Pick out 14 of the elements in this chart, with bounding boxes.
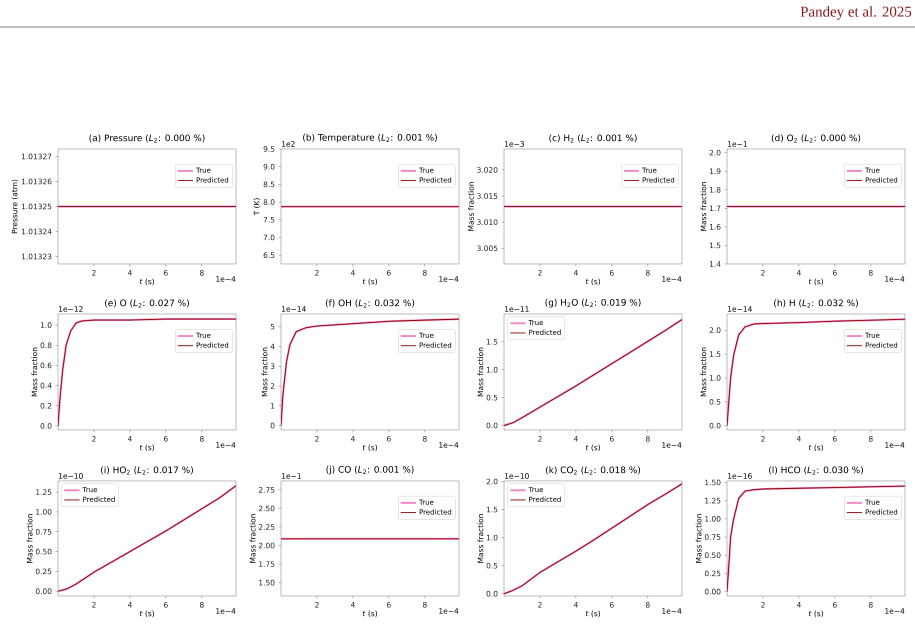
line-series [504,482,682,595]
chart-title: (b) Temperature (L$_{2}$: 0.001 %) [303,134,437,142]
chart-title: (k) CO$_{2}$ (L$_{2}$: 0.018 %) [546,466,640,474]
chart-title: (l) HCO (L$_{2}$: 0.030 %) [769,466,863,474]
chart-title: (i) HO$_{2}$ (L$_{2}$: 0.017 %) [101,466,193,474]
chart-title: (h) H (L$_{2}$: 0.032 %) [774,299,858,308]
chart-title: (e) O (L$_{2}$: 0.027 %) [105,299,189,308]
chart-title: (d) O$_{2}$ (L$_{2}$: 0.000 %) [772,134,860,142]
chart-title: (a) Pressure (L$_{2}$: 0.000 %) [89,134,205,142]
chart-title: (f) OH (L$_{2}$: 0.032 %) [326,299,414,308]
chart-title: (j) CO (L$_{2}$: 0.001 %) [326,466,414,474]
chart-title: (g) H$_{2}$O (L$_{2}$: 0.019 %) [545,298,641,308]
text: Pandey et al. 2025 [800,6,912,20]
chart-title: (c) H$_{2}$ (L$_{2}$: 0.001 %) [549,134,637,142]
